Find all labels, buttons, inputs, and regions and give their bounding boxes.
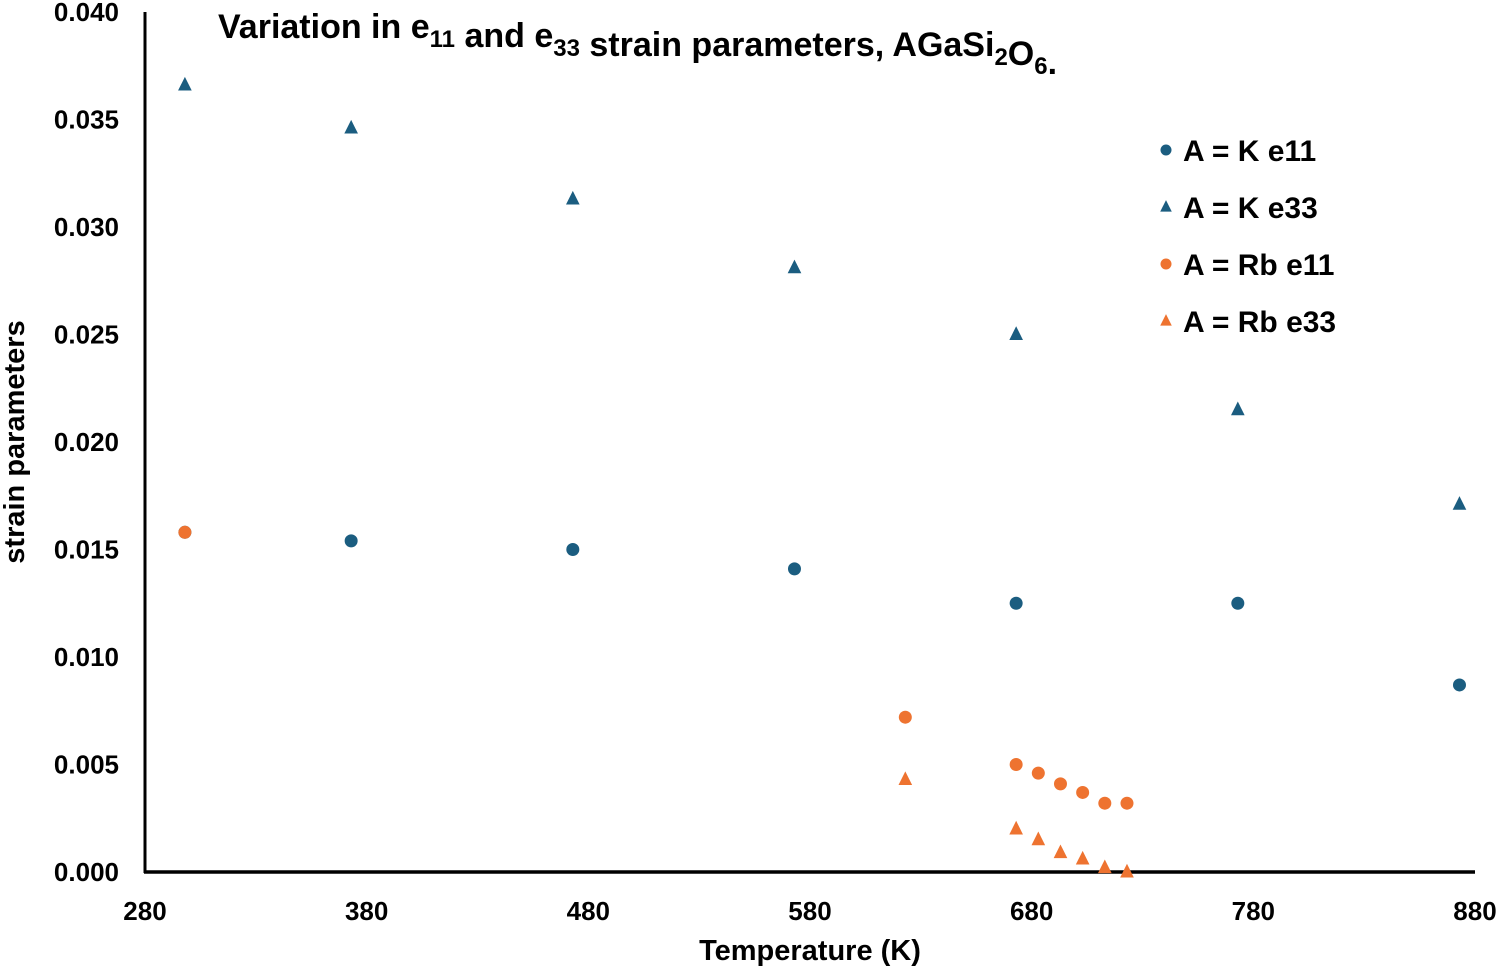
series-a-rb-e11 — [178, 525, 1134, 810]
triangle-marker — [1120, 863, 1134, 878]
circle-marker — [1452, 678, 1466, 692]
circle-marker — [1053, 777, 1067, 791]
circle-marker — [1160, 144, 1172, 156]
series-a-k-e33 — [178, 76, 1467, 510]
y-tick-label: 0.005 — [54, 750, 119, 780]
x-tick-label: 680 — [1010, 896, 1053, 926]
triangle-marker — [1230, 401, 1245, 416]
legend-item: A = Rb e33 — [1160, 306, 1336, 339]
x-tick-label: 280 — [123, 896, 166, 926]
x-tick-label: 380 — [345, 896, 388, 926]
triangle-marker — [178, 76, 192, 91]
triangle-marker — [1009, 326, 1023, 340]
series-a-rb-e33 — [898, 771, 1134, 878]
circle-marker — [1098, 796, 1112, 810]
y-tick-label: 0.025 — [54, 320, 119, 350]
axes — [143, 12, 1475, 874]
circle-marker — [566, 543, 580, 556]
circle-marker — [898, 710, 912, 724]
triangle-marker — [1160, 314, 1172, 326]
triangle-marker — [1009, 820, 1023, 835]
circle-marker — [1009, 596, 1023, 610]
legend-label: A = K e11 — [1183, 135, 1316, 168]
legend-item: A = K e11 — [1160, 135, 1316, 168]
circle-marker — [1231, 596, 1245, 610]
y-axis-title: strain parameters — [0, 320, 31, 563]
triangle-marker — [787, 259, 802, 274]
circle-marker — [1031, 766, 1045, 780]
circle-marker — [344, 534, 358, 548]
x-axis-title: Temperature (K) — [699, 935, 921, 967]
y-tick-label: 0.000 — [54, 857, 119, 887]
y-tick-labels: 0.000 0.005 0.010 0.015 0.020 0.025 0.030 0.035… — [54, 0, 119, 887]
circle-marker — [1120, 796, 1134, 810]
x-tick-label: 880 — [1453, 896, 1496, 926]
legend: A = K e11 A = K e33 A = Rb e11 A = Rb e33 — [1160, 135, 1336, 339]
triangle-marker — [344, 119, 358, 134]
series-a-k-e11 — [178, 525, 1466, 692]
y-tick-label: 0.040 — [54, 0, 119, 27]
circle-marker — [787, 562, 801, 576]
triangle-marker — [898, 771, 913, 786]
legend-item: A = Rb e11 — [1160, 249, 1334, 282]
x-tick-labels: 280 380 480 580 680 780 880 — [123, 896, 1496, 926]
x-tick-label: 480 — [567, 896, 610, 926]
y-tick-label: 0.010 — [54, 642, 119, 672]
circle-marker — [1076, 785, 1090, 799]
y-tick-label: 0.035 — [54, 105, 119, 135]
triangle-marker — [1031, 831, 1046, 846]
chart-title: Variation in e11 and e33 strain paramete… — [218, 8, 1057, 82]
y-tick-label: 0.030 — [54, 212, 119, 242]
circle-marker — [1160, 258, 1172, 270]
legend-label: A = K e33 — [1183, 192, 1318, 225]
data-points — [178, 76, 1467, 878]
legend-label: A = Rb e33 — [1183, 306, 1336, 339]
circle-marker — [1009, 758, 1023, 771]
x-tick-label: 580 — [788, 896, 831, 926]
triangle-marker — [1097, 859, 1112, 874]
circle-marker — [178, 525, 192, 539]
x-tick-label: 780 — [1232, 896, 1275, 926]
triangle-marker — [1160, 200, 1172, 212]
y-tick-label: 0.020 — [54, 427, 119, 457]
triangle-marker — [1452, 496, 1467, 510]
triangle-marker — [565, 190, 580, 205]
triangle-marker — [1053, 844, 1068, 859]
y-tick-label: 0.015 — [54, 535, 119, 565]
triangle-marker — [1075, 850, 1090, 865]
legend-label: A = Rb e11 — [1183, 249, 1334, 282]
legend-item: A = K e33 — [1160, 192, 1318, 225]
